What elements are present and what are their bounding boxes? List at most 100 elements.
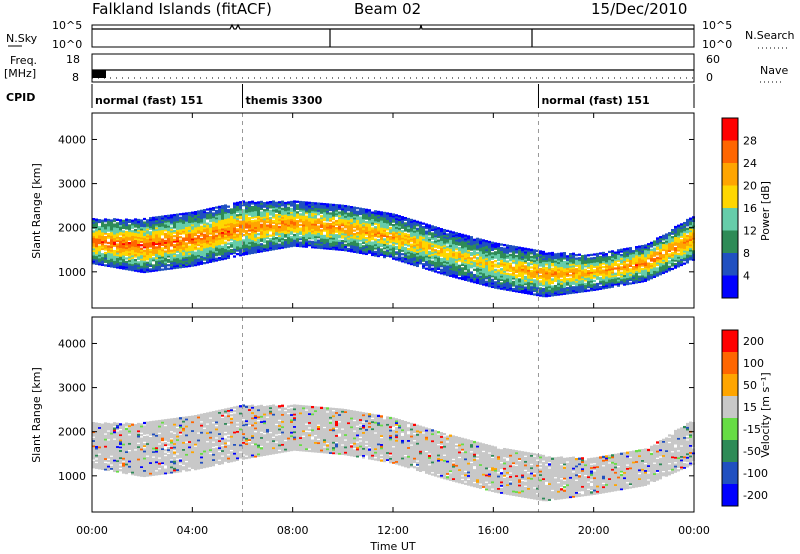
- range-cell: [359, 211, 362, 214]
- range-cell: [467, 263, 470, 266]
- range-cell: [218, 216, 221, 219]
- range-cell: [467, 252, 470, 256]
- range-cell: [290, 227, 293, 230]
- range-cell: [143, 263, 146, 267]
- range-cell: [314, 218, 317, 221]
- range-cell: [407, 230, 410, 233]
- range-cell: [467, 268, 470, 272]
- range-cell: [203, 230, 206, 233]
- range-cell: [230, 234, 233, 238]
- range-cell: [362, 213, 365, 216]
- range-cell: [461, 267, 464, 270]
- range-cell: [260, 211, 263, 214]
- range-cell: [170, 258, 173, 261]
- range-cell: [167, 214, 170, 217]
- range-cell: [458, 232, 461, 236]
- range-cell: [296, 232, 299, 235]
- range-cell: [245, 226, 248, 229]
- range-cell: [233, 221, 236, 225]
- range-cell: [413, 232, 416, 235]
- range-cell: [632, 250, 635, 253]
- range-cell: [404, 246, 407, 250]
- freq-label: Freq.: [10, 54, 37, 67]
- range-cell: [356, 212, 359, 215]
- range-cell: [293, 202, 296, 205]
- range-cell: [404, 259, 407, 262]
- range-cell: [467, 256, 470, 259]
- range-cell: [101, 253, 104, 256]
- range-cell: [182, 253, 185, 256]
- range-cell: [281, 228, 284, 232]
- range-cell: [305, 224, 308, 227]
- range-cell: [314, 214, 317, 217]
- range-cell: [164, 264, 167, 267]
- range-cell: [434, 268, 437, 271]
- range-cell: [365, 243, 368, 247]
- range-cell: [182, 239, 185, 242]
- range-cell: [206, 259, 209, 262]
- range-cell: [425, 264, 428, 267]
- range-cell: [143, 249, 146, 252]
- range-cell: [269, 209, 272, 213]
- range-cell: [338, 220, 341, 223]
- range-cell: [176, 254, 179, 257]
- range-cell: [326, 245, 329, 248]
- range-cell: [401, 221, 404, 224]
- range-cell: [479, 280, 482, 284]
- range-cell: [437, 246, 440, 249]
- range-cell: [437, 235, 440, 239]
- range-cell: [440, 236, 443, 240]
- range-cell: [215, 245, 218, 248]
- range-cell: [344, 217, 347, 220]
- range-cell: [131, 258, 134, 261]
- range-cell: [398, 234, 401, 237]
- range-cell: [353, 206, 356, 209]
- range-cell: [320, 208, 323, 211]
- range-cell: [473, 261, 476, 264]
- range-cell: [149, 224, 152, 227]
- range-cell: [278, 204, 281, 207]
- range-cell: [440, 252, 443, 256]
- power-data-layer: [92, 113, 695, 308]
- range-cell: [464, 262, 467, 266]
- range-cell: [332, 244, 335, 247]
- range-cell: [209, 237, 212, 240]
- range-cell: [107, 248, 110, 252]
- range-cell: [215, 241, 218, 244]
- range-cell: [218, 253, 221, 256]
- range-cell: [101, 230, 104, 233]
- range-cell: [476, 276, 479, 279]
- range-cell: [458, 250, 461, 253]
- range-cell: [350, 239, 353, 242]
- range-cell: [212, 219, 215, 222]
- range-cell: [161, 263, 164, 266]
- range-cell: [446, 272, 449, 275]
- range-cell: [245, 212, 248, 215]
- range-cell: [479, 273, 482, 277]
- range-cell: [98, 256, 101, 259]
- range-cell: [161, 226, 164, 229]
- range-cell: [308, 229, 311, 233]
- range-cell: [272, 248, 275, 251]
- range-cell: [149, 232, 152, 236]
- range-cell: [374, 210, 377, 213]
- range-cell: [143, 228, 146, 231]
- range-cell: [245, 219, 248, 222]
- range-cell: [254, 228, 257, 231]
- range-cell: [317, 220, 320, 223]
- range-cell: [233, 207, 236, 211]
- range-cell: [224, 243, 227, 246]
- range-cell: [419, 256, 422, 260]
- range-cell: [368, 251, 371, 254]
- range-cell: [179, 250, 182, 253]
- range-cell: [350, 218, 353, 221]
- range-cell: [404, 227, 407, 230]
- range-cell: [455, 265, 458, 268]
- range-cell: [146, 270, 149, 273]
- range-cell: [281, 242, 284, 246]
- range-cell: [119, 240, 122, 243]
- range-cell: [419, 233, 422, 237]
- range-cell: [155, 262, 158, 265]
- range-cell: [437, 255, 440, 258]
- range-cell: [122, 233, 125, 237]
